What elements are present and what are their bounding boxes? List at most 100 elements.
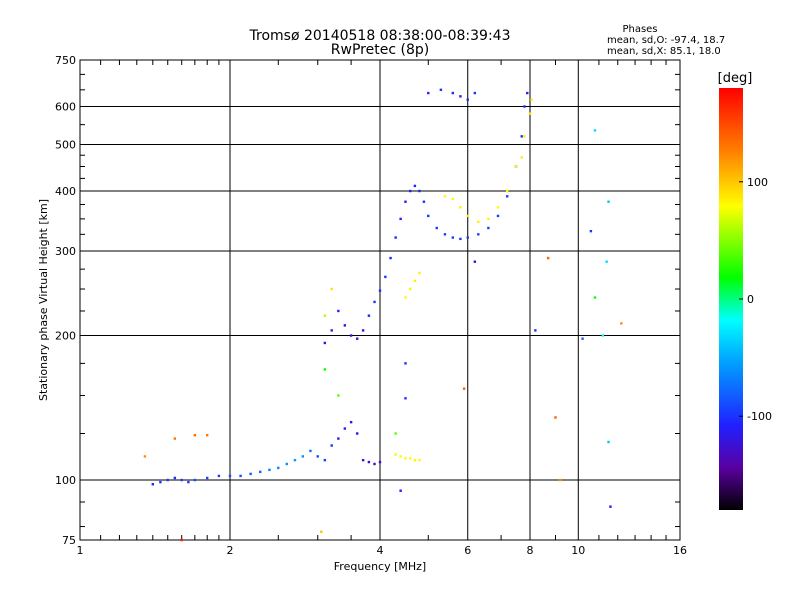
data-point xyxy=(239,474,242,478)
data-point xyxy=(451,236,455,239)
data-point xyxy=(443,195,447,198)
data-point xyxy=(620,322,623,325)
colorbar-tick-label: 100 xyxy=(747,176,768,189)
data-point xyxy=(435,226,438,230)
data-point xyxy=(378,460,382,464)
data-point xyxy=(487,217,490,221)
data-point xyxy=(205,476,209,480)
data-point xyxy=(404,200,407,203)
data-point xyxy=(187,480,190,484)
y-tick-label: 100 xyxy=(55,474,76,487)
data-point xyxy=(413,458,417,462)
data-point xyxy=(496,206,500,209)
data-point xyxy=(546,256,550,260)
data-point xyxy=(404,296,407,299)
data-point xyxy=(520,156,523,159)
data-point xyxy=(473,91,477,95)
data-point xyxy=(330,287,333,291)
data-point xyxy=(394,432,397,435)
data-point xyxy=(259,470,262,474)
data-point xyxy=(337,394,340,397)
data-point xyxy=(462,387,466,390)
data-point xyxy=(361,458,365,462)
data-point xyxy=(399,489,402,492)
chart-subtitle: RwPretec (8p) xyxy=(331,42,429,58)
x-tick-label: 8 xyxy=(527,544,534,557)
data-point xyxy=(473,260,477,263)
data-point xyxy=(166,478,169,482)
data-point xyxy=(477,220,480,224)
data-point xyxy=(389,256,392,260)
data-point xyxy=(459,95,462,98)
data-point xyxy=(330,444,333,447)
data-point xyxy=(514,165,518,168)
data-point xyxy=(526,91,529,95)
data-point xyxy=(355,337,359,340)
data-point xyxy=(523,105,526,108)
data-point xyxy=(404,362,407,365)
data-point xyxy=(593,296,597,299)
data-point xyxy=(159,480,162,484)
data-point xyxy=(361,329,365,332)
data-point xyxy=(601,334,605,337)
data-point xyxy=(205,433,209,437)
data-point xyxy=(523,135,526,138)
data-point xyxy=(349,420,353,424)
data-point xyxy=(373,462,376,466)
data-point xyxy=(394,236,397,239)
x-tick-label: 10 xyxy=(571,544,585,557)
x-tick-label: 6 xyxy=(464,544,471,557)
data-point xyxy=(530,98,533,101)
data-point xyxy=(581,337,584,340)
data-point xyxy=(593,129,597,132)
stats-line-x: mean, sd,X: 85.1, 18.0 xyxy=(607,46,721,57)
data-point xyxy=(343,427,347,430)
data-point xyxy=(439,88,443,92)
data-point xyxy=(422,200,426,203)
data-point xyxy=(367,460,371,464)
data-point xyxy=(609,505,612,508)
data-point xyxy=(528,112,532,115)
x-axis-label: Frequency [MHz] xyxy=(334,560,426,573)
data-point xyxy=(505,189,509,193)
data-point xyxy=(173,476,177,480)
data-point xyxy=(373,300,376,304)
data-point xyxy=(605,260,608,263)
data-point xyxy=(427,91,430,95)
data-point xyxy=(409,457,412,460)
x-tick-label: 4 xyxy=(377,544,384,557)
data-point xyxy=(477,233,480,236)
data-point xyxy=(554,416,557,419)
data-points xyxy=(143,88,623,542)
data-point xyxy=(505,195,509,198)
y-tick-label: 75 xyxy=(62,534,76,547)
data-point xyxy=(180,538,183,542)
data-point xyxy=(559,478,562,482)
data-point xyxy=(459,206,462,209)
y-tick-label: 600 xyxy=(55,101,76,114)
data-point xyxy=(349,334,353,337)
data-point xyxy=(399,217,402,221)
x-tick-label: 1 xyxy=(77,544,84,557)
x-axis-ticks: 1 2 4 6 8 10 16 xyxy=(77,544,688,557)
data-point xyxy=(394,453,397,456)
y-tick-label: 400 xyxy=(55,185,76,198)
data-point xyxy=(309,449,312,453)
data-point xyxy=(404,397,407,400)
data-point xyxy=(249,472,252,476)
colorbar-ticks: 100 0 -100 xyxy=(739,176,772,423)
data-point xyxy=(367,314,371,317)
data-point xyxy=(337,437,340,440)
data-point xyxy=(378,289,382,292)
data-point xyxy=(323,341,327,345)
data-point xyxy=(343,324,347,327)
data-point xyxy=(487,226,490,230)
y-tick-label: 300 xyxy=(55,245,76,258)
data-point xyxy=(268,468,271,472)
data-point xyxy=(384,275,387,279)
data-point xyxy=(323,314,327,317)
y-tick-label: 500 xyxy=(55,139,76,152)
y-tick-label: 750 xyxy=(55,54,76,67)
data-point xyxy=(427,214,430,218)
data-point xyxy=(301,455,305,458)
